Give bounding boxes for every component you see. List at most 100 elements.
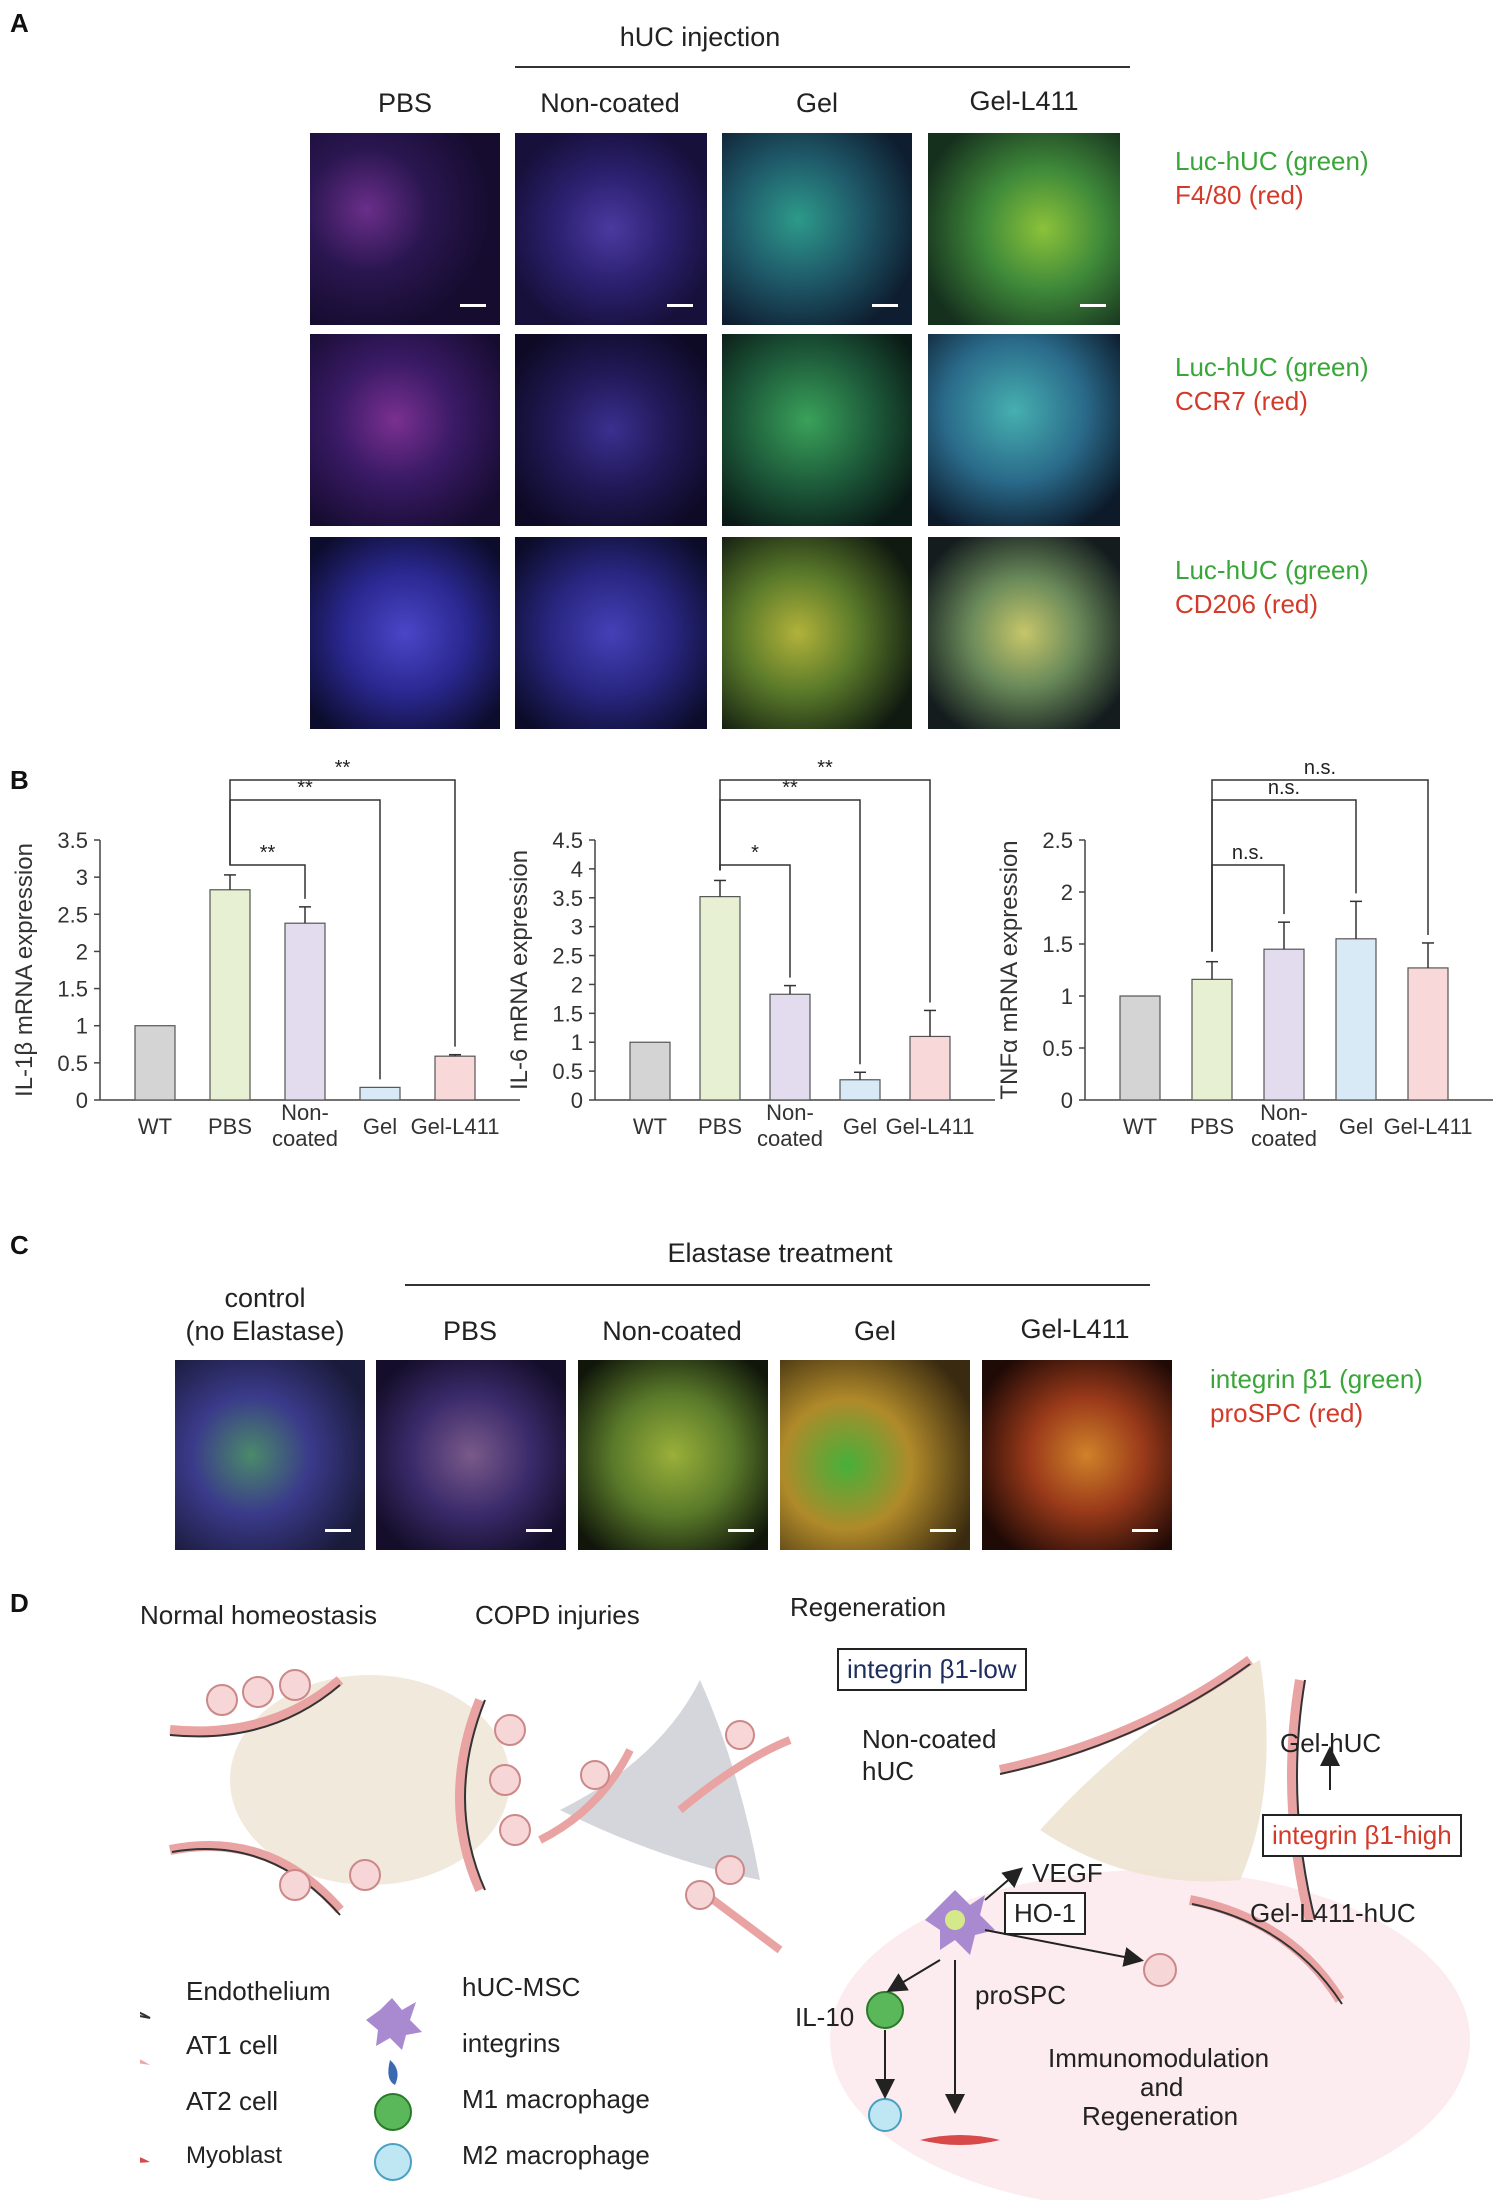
bar xyxy=(359,1086,401,1101)
legend-a-row3-red: CD206 (red) xyxy=(1175,589,1319,619)
significance-label: ** xyxy=(817,757,833,779)
panel-d-title-copd: COPD injuries xyxy=(475,1600,640,1630)
y-tick-label: 2.5 xyxy=(57,902,88,927)
panel-c-col-gel-l411: Gel-L411 xyxy=(1020,1314,1130,1344)
y-tick-label: 3.5 xyxy=(57,828,88,853)
panel-d-legend-icons xyxy=(140,1998,422,2181)
bar xyxy=(629,1041,671,1101)
y-tick-label: 4 xyxy=(571,857,583,882)
panel-d-letter: D xyxy=(10,1588,29,1618)
y-tick-label: 0.5 xyxy=(1042,1036,1073,1061)
significance-label: n.s. xyxy=(1304,757,1336,779)
legend-huc-msc: hUC-MSC xyxy=(462,1972,581,2002)
legend-a-row1-red: F4/80 (red) xyxy=(1175,180,1304,210)
x-tick-label: Non- xyxy=(281,1100,329,1125)
bar xyxy=(1119,995,1161,1101)
bar xyxy=(909,1035,951,1101)
y-tick-label: 3.5 xyxy=(552,886,583,911)
significance-label: ** xyxy=(782,777,798,799)
panel-d-title-normal: Normal homeostasis xyxy=(140,1600,377,1630)
significance-label: ** xyxy=(297,777,313,799)
x-tick-label: Gel xyxy=(1339,1114,1373,1139)
panel-d-title-regeneration: Regeneration xyxy=(790,1592,947,1622)
label-prospc: proSPC xyxy=(975,1980,1067,2010)
micrograph-c-control xyxy=(175,1360,365,1550)
panel-a-col-gel: Gel xyxy=(795,88,839,118)
panel-c-group-label: Elastase treatment xyxy=(667,1238,893,1268)
panel-a-col-gel-l411: Gel-L411 xyxy=(969,86,1079,116)
y-tick-label: 2.5 xyxy=(1042,828,1073,853)
y-axis-label: TNFα mRNA expression xyxy=(996,840,1023,1099)
panel-c-col-pbs: PBS xyxy=(442,1316,498,1346)
x-tick-label: coated xyxy=(1251,1126,1317,1151)
y-tick-label: 0 xyxy=(571,1088,583,1113)
legend-a-row1-green: Luc-hUC (green) xyxy=(1175,146,1369,176)
panel-c-col-noncoated: Non-coated xyxy=(602,1316,742,1346)
micrograph-a-pbs-cd206 xyxy=(310,537,500,729)
significance-bracket xyxy=(229,864,306,899)
bar xyxy=(769,993,811,1101)
x-tick-label: Gel xyxy=(363,1114,397,1139)
legend-myoblast: Myoblast xyxy=(186,2142,283,2169)
panel-a-group-rule xyxy=(515,66,1130,68)
bar xyxy=(1191,978,1233,1101)
panel-a-letter: A xyxy=(10,8,29,38)
y-tick-label: 1.5 xyxy=(552,1001,583,1026)
panel-b-letter: B xyxy=(10,765,29,795)
legend-a-row2-red: CCR7 (red) xyxy=(1175,386,1308,416)
legend-m1-macrophage: M1 macrophage xyxy=(462,2084,650,2114)
micrograph-a-noncoated-cd206 xyxy=(515,537,707,729)
x-tick-label: WT xyxy=(633,1114,667,1139)
panel-d-schematic xyxy=(140,1655,1470,2200)
panel-a-col-pbs: PBS xyxy=(377,88,433,118)
panel-c-control-label-2: (no Elastase) xyxy=(185,1316,345,1346)
y-tick-label: 1 xyxy=(571,1030,583,1055)
bar xyxy=(134,1025,176,1101)
panel-c-control-label-1: control xyxy=(224,1283,306,1313)
y-tick-label: 0 xyxy=(76,1088,88,1113)
box-integrin-high: integrin β1-high xyxy=(1262,1814,1462,1857)
legend-c-red: proSPC (red) xyxy=(1210,1398,1364,1428)
y-tick-label: 1.5 xyxy=(57,977,88,1002)
bar xyxy=(1263,948,1305,1101)
micrograph-a-pbs-ccr7 xyxy=(310,334,500,526)
label-huc: hUC xyxy=(862,1756,915,1786)
significance-label: n.s. xyxy=(1232,842,1264,864)
micrograph-a-gel-ccr7 xyxy=(722,334,912,526)
x-tick-label: Non- xyxy=(766,1100,814,1125)
legend-c-green: integrin β1 (green) xyxy=(1210,1364,1423,1394)
legend-integrins: integrins xyxy=(462,2028,561,2058)
label-immuno-3: Regeneration xyxy=(1082,2101,1239,2131)
significance-bracket xyxy=(1211,864,1285,952)
significance-bracket xyxy=(229,779,456,1047)
bar xyxy=(1407,967,1449,1101)
significance-label: ** xyxy=(335,757,351,779)
y-tick-label: 1.5 xyxy=(1042,932,1073,957)
y-tick-label: 3 xyxy=(571,915,583,940)
panel-a-col-noncoated: Non-coated xyxy=(540,88,680,118)
normal-homeostasis-drawing xyxy=(169,1669,531,1916)
legend-at1-cell: AT1 cell xyxy=(186,2030,278,2060)
copd-injuries-drawing xyxy=(538,1680,792,1954)
y-tick-label: 2.5 xyxy=(552,944,583,969)
micrograph-a-pbs-f480 xyxy=(310,133,500,325)
label-immuno-2: and xyxy=(1140,2072,1184,2102)
micrograph-a-gel-f480 xyxy=(722,133,912,325)
x-tick-label: WT xyxy=(138,1114,172,1139)
y-tick-label: 2 xyxy=(76,939,88,964)
label-il10: IL-10 xyxy=(795,2002,855,2032)
legend-m2-macrophage: M2 macrophage xyxy=(462,2140,650,2170)
legend-at2-cell: AT2 cell xyxy=(186,2086,278,2116)
bar xyxy=(1335,938,1377,1101)
significance-bracket xyxy=(1211,779,1429,952)
micrograph-c-pbs xyxy=(376,1360,566,1550)
y-tick-label: 1 xyxy=(76,1014,88,1039)
micrograph-c-noncoated xyxy=(578,1360,768,1550)
significance-label: n.s. xyxy=(1268,777,1300,799)
chart-il1b: 0 0.5 1 1.5 2 2.5 3 3.5 IL-1β mRNA expression WT P… xyxy=(0,757,530,1240)
x-tick-label: PBS xyxy=(208,1114,252,1139)
micrograph-a-gel-l411-ccr7 xyxy=(928,334,1120,526)
y-tick-label: 2 xyxy=(1061,880,1073,905)
y-tick-label: 2 xyxy=(571,972,583,997)
x-tick-label: Gel xyxy=(843,1114,877,1139)
